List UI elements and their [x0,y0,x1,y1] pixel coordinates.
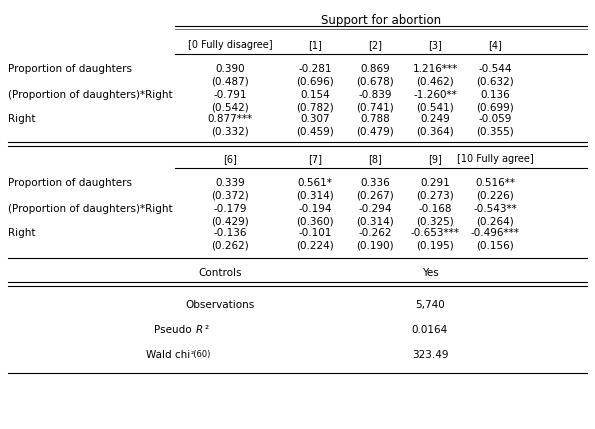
Text: Support for abortion: Support for abortion [321,14,441,27]
Text: 0.291: 0.291 [420,178,450,188]
Text: (0.332): (0.332) [211,126,249,136]
Text: -0.544: -0.544 [478,64,512,74]
Text: [8]: [8] [368,154,382,164]
Text: Yes: Yes [422,268,439,278]
Text: (0.429): (0.429) [211,216,249,226]
Text: (0.264): (0.264) [476,216,514,226]
Text: -0.262: -0.262 [358,228,392,238]
Text: (0.314): (0.314) [296,190,334,200]
Text: (0.156): (0.156) [476,240,514,250]
Text: 1.216***: 1.216*** [412,64,458,74]
Text: 0.336: 0.336 [360,178,390,188]
Text: [2]: [2] [368,40,382,50]
Text: 0.249: 0.249 [420,114,450,124]
Text: 0.0164: 0.0164 [412,325,448,335]
Text: -0.294: -0.294 [358,204,392,214]
Text: [6]: [6] [223,154,237,164]
Text: (0.741): (0.741) [356,102,394,112]
Text: (0.262): (0.262) [211,240,249,250]
Text: 0.390: 0.390 [215,64,245,74]
Text: Observations: Observations [186,300,255,310]
Text: 0.788: 0.788 [360,114,390,124]
Text: -0.101: -0.101 [298,228,331,238]
Text: -0.543**: -0.543** [473,204,517,214]
Text: -1.260**: -1.260** [413,90,457,100]
Text: (Proportion of daughters)*Right: (Proportion of daughters)*Right [8,204,173,214]
Text: ²: ² [204,325,208,335]
Text: Proportion of daughters: Proportion of daughters [8,64,132,74]
Text: (0.782): (0.782) [296,102,334,112]
Text: 5,740: 5,740 [415,300,445,310]
Text: 0.136: 0.136 [480,90,510,100]
Text: -0.059: -0.059 [478,114,512,124]
Text: (0.699): (0.699) [476,102,514,112]
Text: -0.281: -0.281 [298,64,332,74]
Text: 323.49: 323.49 [412,350,448,360]
Text: -0.496***: -0.496*** [471,228,519,238]
Text: (0.224): (0.224) [296,240,334,250]
Text: (0.542): (0.542) [211,102,249,112]
Text: [3]: [3] [428,40,442,50]
Text: [7]: [7] [308,154,322,164]
Text: 0.869: 0.869 [360,64,390,74]
Text: R: R [196,325,203,335]
Text: (0.190): (0.190) [356,240,394,250]
Text: Controls: Controls [198,268,242,278]
Text: 0.307: 0.307 [300,114,330,124]
Text: (0.325): (0.325) [416,216,454,226]
Text: Right: Right [8,114,36,124]
Text: Right: Right [8,228,36,238]
Text: [1]: [1] [308,40,322,50]
Text: -0.136: -0.136 [213,228,247,238]
Text: (0.678): (0.678) [356,76,394,86]
Text: (0.273): (0.273) [416,190,454,200]
Text: 0.339: 0.339 [215,178,245,188]
Text: -0.791: -0.791 [213,90,247,100]
Text: -0.194: -0.194 [298,204,332,214]
Text: [4]: [4] [488,40,502,50]
Text: (0.459): (0.459) [296,126,334,136]
Text: Wald chi: Wald chi [146,350,190,360]
Text: (0.479): (0.479) [356,126,394,136]
Text: -0.168: -0.168 [418,204,452,214]
Text: -0.653***: -0.653*** [411,228,459,238]
Text: ²(60): ²(60) [191,350,211,359]
Text: (0.696): (0.696) [296,76,334,86]
Text: (0.364): (0.364) [416,126,454,136]
Text: (0.372): (0.372) [211,190,249,200]
Text: (0.632): (0.632) [476,76,514,86]
Text: (0.195): (0.195) [416,240,454,250]
Text: [0 Fully disagree]: [0 Fully disagree] [187,40,273,50]
Text: 0.877***: 0.877*** [208,114,252,124]
Text: (0.226): (0.226) [476,190,514,200]
Text: (0.267): (0.267) [356,190,394,200]
Text: (0.487): (0.487) [211,76,249,86]
Text: (0.541): (0.541) [416,102,454,112]
Text: (0.314): (0.314) [356,216,394,226]
Text: Pseudo: Pseudo [154,325,195,335]
Text: -0.179: -0.179 [213,204,247,214]
Text: -0.839: -0.839 [358,90,392,100]
Text: (0.355): (0.355) [476,126,514,136]
Text: (0.360): (0.360) [296,216,334,226]
Text: (Proportion of daughters)*Right: (Proportion of daughters)*Right [8,90,173,100]
Text: [10 Fully agree]: [10 Fully agree] [456,154,533,164]
Text: 0.154: 0.154 [300,90,330,100]
Text: Proportion of daughters: Proportion of daughters [8,178,132,188]
Text: 0.516**: 0.516** [475,178,515,188]
Text: [9]: [9] [428,154,442,164]
Text: (0.462): (0.462) [416,76,454,86]
Text: 0.561*: 0.561* [298,178,333,188]
